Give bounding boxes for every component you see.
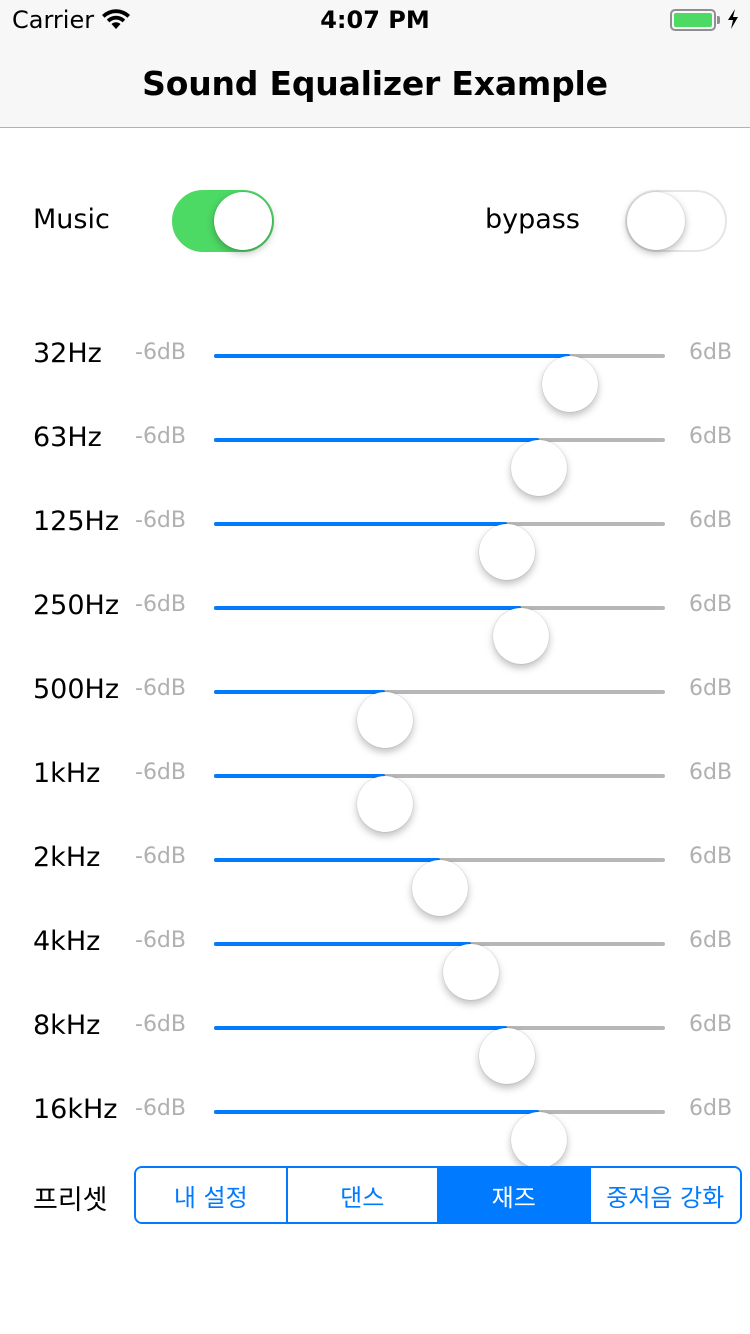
band-slider-thumb[interactable] xyxy=(492,608,549,664)
bypass-switch[interactable] xyxy=(625,190,727,252)
band-max-label: 6dB xyxy=(689,1012,733,1037)
eq-band-row: 8kHz -6dB 6dB xyxy=(0,998,750,1084)
lightning-bolt-icon xyxy=(728,9,738,29)
band-slider-thumb[interactable] xyxy=(357,692,414,748)
eq-band-row: 63Hz -6dB 6dB xyxy=(0,410,750,496)
band-max-label: 6dB xyxy=(689,340,733,365)
band-slider-thumb[interactable] xyxy=(411,860,468,916)
band-slider-fill xyxy=(214,774,386,778)
bypass-toggle-label: bypass xyxy=(485,204,580,235)
band-slider-track[interactable] xyxy=(214,774,665,832)
band-slider-track[interactable] xyxy=(214,606,665,664)
band-slider-fill xyxy=(214,354,571,358)
page-title: Sound Equalizer Example xyxy=(142,64,608,103)
eq-band-row: 250Hz -6dB 6dB xyxy=(0,578,750,664)
band-slider-fill xyxy=(214,522,508,526)
band-min-label: -6dB xyxy=(135,760,186,785)
band-slider-thumb[interactable] xyxy=(479,524,536,580)
band-slider-fill xyxy=(214,942,472,946)
band-frequency-label: 1kHz xyxy=(33,758,101,789)
music-toggle-label: Music xyxy=(33,204,110,235)
eq-band-row: 4kHz -6dB 6dB xyxy=(0,914,750,1000)
band-max-label: 6dB xyxy=(689,844,733,869)
band-slider-track[interactable] xyxy=(214,354,665,412)
band-slider-track[interactable] xyxy=(214,438,665,496)
band-slider-thumb[interactable] xyxy=(542,356,599,412)
eq-band-row: 2kHz -6dB 6dB xyxy=(0,830,750,916)
band-frequency-label: 125Hz xyxy=(33,506,120,537)
band-frequency-label: 63Hz xyxy=(33,422,102,453)
eq-band-row: 500Hz -6dB 6dB xyxy=(0,662,750,748)
band-slider-fill xyxy=(214,606,521,610)
band-max-label: 6dB xyxy=(689,592,733,617)
band-max-label: 6dB xyxy=(689,424,733,449)
band-max-label: 6dB xyxy=(689,760,733,785)
band-slider-track[interactable] xyxy=(214,942,665,1000)
status-bar: Carrier 4:07 PM xyxy=(0,0,750,40)
preset-segment[interactable]: 중저음 강화 xyxy=(590,1168,740,1222)
eq-band-row: 125Hz -6dB 6dB xyxy=(0,494,750,580)
preset-label: 프리셋 xyxy=(33,1185,108,1216)
band-slider-fill xyxy=(214,1026,508,1030)
band-slider-fill xyxy=(214,690,386,694)
band-frequency-label: 16kHz xyxy=(33,1094,118,1125)
band-frequency-label: 2kHz xyxy=(33,842,101,873)
band-frequency-label: 8kHz xyxy=(33,1010,101,1041)
switch-knob xyxy=(627,192,685,250)
band-min-label: -6dB xyxy=(135,1096,186,1121)
band-min-label: -6dB xyxy=(135,928,186,953)
wifi-icon xyxy=(102,9,130,29)
carrier-label: Carrier xyxy=(12,6,95,34)
band-min-label: -6dB xyxy=(135,424,186,449)
preset-segment[interactable]: 내 설정 xyxy=(136,1168,288,1222)
band-slider-fill xyxy=(214,438,539,442)
switch-knob xyxy=(214,192,272,250)
battery-icon xyxy=(670,9,720,31)
band-slider-track[interactable] xyxy=(214,522,665,580)
band-min-label: -6dB xyxy=(135,1012,186,1037)
band-slider-thumb[interactable] xyxy=(357,776,414,832)
band-frequency-label: 500Hz xyxy=(33,674,120,705)
band-slider-fill xyxy=(214,1110,539,1114)
band-frequency-label: 32Hz xyxy=(33,338,102,369)
band-slider-thumb[interactable] xyxy=(510,1112,567,1168)
band-slider-thumb[interactable] xyxy=(479,1028,536,1084)
navigation-bar: Carrier 4:07 PM Sound Equalizer Example xyxy=(0,0,750,128)
band-min-label: -6dB xyxy=(135,844,186,869)
preset-segment[interactable]: 재즈 xyxy=(439,1168,591,1222)
music-switch[interactable] xyxy=(172,190,274,252)
band-slider-track[interactable] xyxy=(214,690,665,748)
band-min-label: -6dB xyxy=(135,508,186,533)
preset-segmented-control[interactable]: 내 설정 댄스 재즈 중저음 강화 xyxy=(134,1166,742,1224)
band-min-label: -6dB xyxy=(135,340,186,365)
eq-band-row: 1kHz -6dB 6dB xyxy=(0,746,750,832)
status-time: 4:07 PM xyxy=(320,6,430,34)
band-frequency-label: 4kHz xyxy=(33,926,101,957)
eq-band-row: 16kHz -6dB 6dB xyxy=(0,1082,750,1168)
band-max-label: 6dB xyxy=(689,676,733,701)
band-slider-fill xyxy=(214,858,440,862)
eq-band-row: 32Hz -6dB 6dB xyxy=(0,326,750,412)
preset-segment[interactable]: 댄스 xyxy=(287,1168,439,1222)
band-slider-track[interactable] xyxy=(214,1110,665,1168)
band-slider-track[interactable] xyxy=(214,1026,665,1084)
band-min-label: -6dB xyxy=(135,592,186,617)
band-max-label: 6dB xyxy=(689,928,733,953)
band-frequency-label: 250Hz xyxy=(33,590,120,621)
band-max-label: 6dB xyxy=(689,1096,733,1121)
band-slider-track[interactable] xyxy=(214,858,665,916)
band-min-label: -6dB xyxy=(135,676,186,701)
band-slider-thumb[interactable] xyxy=(510,440,567,496)
band-slider-thumb[interactable] xyxy=(443,944,500,1000)
band-max-label: 6dB xyxy=(689,508,733,533)
